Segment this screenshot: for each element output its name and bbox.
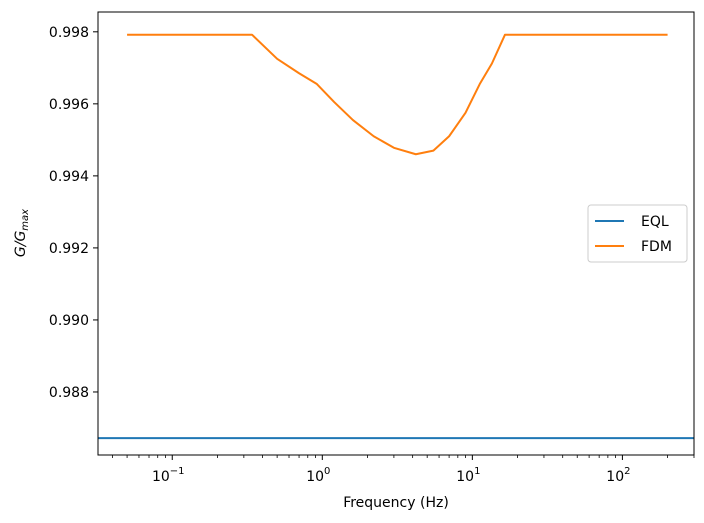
y-tick-label: 0.998: [49, 25, 89, 41]
tick-layer: 0.988 0.990 0.992 0.994 0.996 0.998 10−1 100 101…: [49, 25, 695, 485]
x-axis-label: Frequency (Hz): [343, 495, 449, 511]
series-line-fdm: [127, 33, 668, 156]
y-axis-label-main: G/G: [13, 231, 29, 258]
x-tick-label: 102: [606, 466, 630, 485]
legend-label-eql: EQL: [641, 214, 669, 230]
y-axis-label: G/Gmax: [13, 209, 31, 257]
x-tick-label: 10−1: [152, 466, 185, 485]
x-tick-label: 101: [456, 466, 480, 485]
legend: EQL FDM: [587, 204, 688, 263]
legend-label-fdm: FDM: [641, 239, 672, 255]
plot-frame: [97, 11, 695, 456]
y-axis-label-sub: max: [20, 209, 31, 231]
y-tick-label: 0.996: [49, 97, 89, 113]
x-tick-label: 100: [306, 466, 330, 485]
y-tick-label: 0.994: [49, 169, 89, 185]
y-tick-label: 0.988: [49, 385, 89, 401]
legend-box: [587, 204, 688, 263]
y-tick-label: 0.990: [49, 313, 89, 329]
series-layer: [98, 33, 694, 440]
y-tick-label: 0.992: [49, 241, 89, 257]
